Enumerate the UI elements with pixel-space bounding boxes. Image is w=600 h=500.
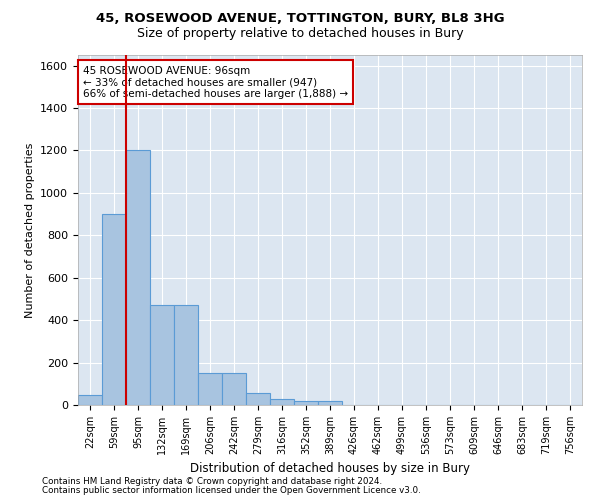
Bar — [78, 396, 102, 405]
Bar — [270, 398, 294, 405]
Text: 45, ROSEWOOD AVENUE, TOTTINGTON, BURY, BL8 3HG: 45, ROSEWOOD AVENUE, TOTTINGTON, BURY, B… — [95, 12, 505, 26]
Y-axis label: Number of detached properties: Number of detached properties — [25, 142, 35, 318]
Text: Contains HM Land Registry data © Crown copyright and database right 2024.: Contains HM Land Registry data © Crown c… — [42, 477, 382, 486]
Bar — [222, 373, 246, 405]
Bar — [102, 214, 126, 405]
Bar — [126, 150, 150, 405]
Bar — [246, 394, 270, 405]
Bar — [294, 401, 318, 405]
Text: Contains public sector information licensed under the Open Government Licence v3: Contains public sector information licen… — [42, 486, 421, 495]
Text: Size of property relative to detached houses in Bury: Size of property relative to detached ho… — [137, 28, 463, 40]
Bar — [174, 306, 198, 405]
Bar — [150, 306, 174, 405]
Bar — [198, 373, 222, 405]
X-axis label: Distribution of detached houses by size in Bury: Distribution of detached houses by size … — [190, 462, 470, 475]
Text: 45 ROSEWOOD AVENUE: 96sqm
← 33% of detached houses are smaller (947)
66% of semi: 45 ROSEWOOD AVENUE: 96sqm ← 33% of detac… — [83, 66, 348, 98]
Bar — [318, 401, 342, 405]
